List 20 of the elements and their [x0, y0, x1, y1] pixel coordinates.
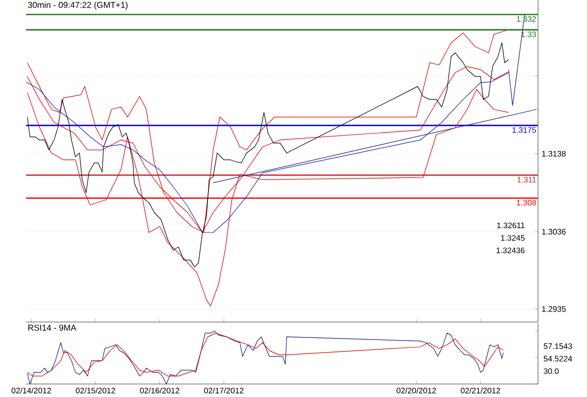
text: 30.0 [544, 368, 559, 374]
y-tick-label: 1.3036 [542, 228, 566, 235]
chart-title: 30min - 09:47:22 (GMT+1) [28, 2, 128, 10]
annotation: 1.32611 [497, 222, 525, 228]
ref-line-label: 1.3175 [512, 127, 536, 133]
y-tick-label: 1.2935 [542, 306, 566, 312]
text: 57.1543 [544, 343, 572, 350]
text: 54.5224 [544, 356, 572, 362]
annotation: 1.32436 [496, 248, 525, 254]
x-tick-label: 02/21/2012 [460, 388, 500, 394]
ref-line-label: 1.311 [517, 176, 536, 183]
x-tick-label: 02/16/2012 [140, 388, 180, 394]
annotation: 1.3245 [501, 235, 525, 241]
y-tick-label: 1.3138 [542, 150, 566, 157]
x-tick-label: 02/17/2012 [204, 388, 244, 394]
x-tick-label: 02/15/2012 [76, 388, 116, 394]
x-tick-label: 02/14/2012 [12, 388, 51, 394]
x-tick-label: 02/20/2012 [396, 388, 436, 394]
chart-title: RSI14 - 9MA [28, 324, 76, 331]
ref-line-label: 1.308 [516, 200, 536, 206]
